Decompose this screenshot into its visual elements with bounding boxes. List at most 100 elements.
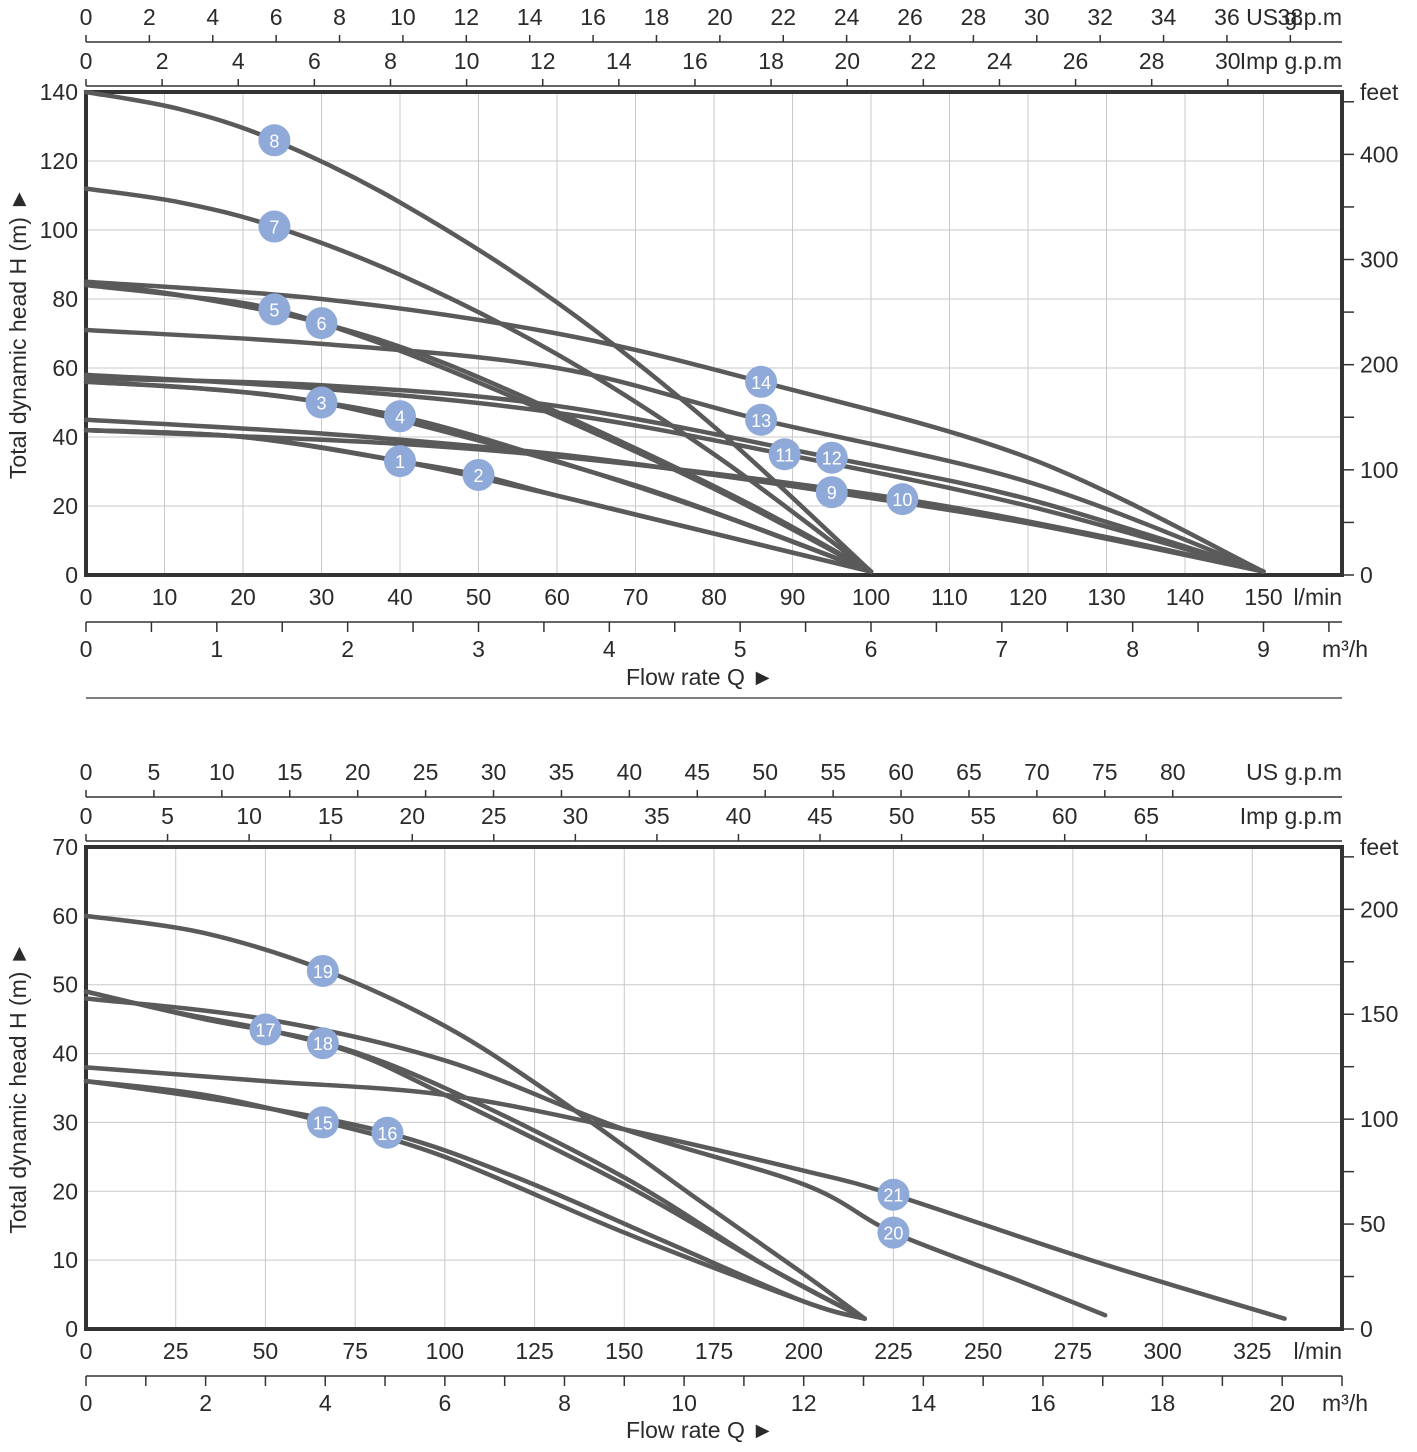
m3h-tick-label: 7 <box>995 636 1008 662</box>
imp-gpm-tick-label: 15 <box>318 803 344 829</box>
us-gpm-tick-label: 38 <box>1278 4 1304 30</box>
m3h-tick-label: 14 <box>911 1390 937 1416</box>
lmin-tick-label: 60 <box>544 584 570 610</box>
lmin-tick-label: 120 <box>1009 584 1047 610</box>
feet-tick-label: 50 <box>1360 1211 1386 1237</box>
m3h-tick-label: 4 <box>319 1390 332 1416</box>
us-gpm-tick-label: 10 <box>390 4 416 30</box>
lmin-tick-label: 140 <box>1166 584 1204 610</box>
curve-13 <box>83 327 1266 574</box>
curve-marker-9 <box>815 476 848 509</box>
m3h-tick-label: 8 <box>1126 636 1139 662</box>
us-gpm-tick-label: 70 <box>1024 759 1050 785</box>
us-gpm-tick-label: 36 <box>1214 4 1240 30</box>
m3h-tick-label: 0 <box>80 636 93 662</box>
imp-gpm-tick-label: 28 <box>1139 48 1165 74</box>
curve-marker-20 <box>877 1216 910 1249</box>
lmin-tick-label: 100 <box>852 584 890 610</box>
imp-gpm-tick-label: 6 <box>308 48 321 74</box>
y-tick-label: 50 <box>52 972 78 998</box>
us-gpm-tick-label: 34 <box>1151 4 1177 30</box>
lmin-tick-label: 125 <box>515 1338 553 1364</box>
curve-19 <box>83 913 867 1321</box>
curve-4 <box>83 379 874 574</box>
m3h-tick-label: 4 <box>603 636 616 662</box>
curve-marker-label-1: 1 <box>395 452 405 472</box>
y-tick-label: 60 <box>52 903 78 929</box>
curve-marker-label-12: 12 <box>822 449 842 469</box>
y-axis-label: Total dynamic head H (m) ► <box>5 188 31 479</box>
us-gpm-tick-label: 65 <box>956 759 982 785</box>
curve-marker-12 <box>815 441 848 474</box>
imp-gpm-tick-label: 45 <box>807 803 833 829</box>
imp-gpm-tick-label: 16 <box>682 48 708 74</box>
imp-gpm-tick-label: 18 <box>758 48 784 74</box>
lmin-tick-label: 250 <box>964 1338 1002 1364</box>
curve-marker-label-15: 15 <box>313 1113 333 1133</box>
curve-20 <box>83 996 1108 1318</box>
feet-tick-label: 0 <box>1360 562 1373 588</box>
lmin-tick-label: 10 <box>152 584 178 610</box>
lmin-tick-label: 0 <box>80 584 93 610</box>
imp-gpm-tick-label: 5 <box>161 803 174 829</box>
m3h-tick-label: 6 <box>865 636 878 662</box>
us-gpm-tick-label: 35 <box>549 759 575 785</box>
us-gpm-tick-label: 30 <box>1024 4 1050 30</box>
lmin-tick-label: 90 <box>780 584 806 610</box>
imp-gpm-unit-label: Imp g.p.m <box>1240 48 1342 74</box>
m3h-unit-label: m³/h <box>1322 636 1368 662</box>
curve-11 <box>83 372 1266 574</box>
imp-gpm-tick-label: 30 <box>1215 48 1241 74</box>
us-gpm-tick-label: 0 <box>80 4 93 30</box>
us-gpm-tick-label: 75 <box>1092 759 1118 785</box>
us-gpm-tick-label: 8 <box>333 4 346 30</box>
lmin-tick-label: 70 <box>623 584 649 610</box>
lmin-tick-label: 175 <box>695 1338 733 1364</box>
imp-gpm-tick-label: 2 <box>156 48 169 74</box>
us-gpm-tick-label: 16 <box>580 4 606 30</box>
curve-marker-6 <box>305 307 338 340</box>
feet-tick-label: 300 <box>1360 247 1398 273</box>
m3h-tick-label: 5 <box>734 636 747 662</box>
imp-gpm-tick-label: 55 <box>970 803 996 829</box>
lmin-tick-label: 40 <box>387 584 413 610</box>
curve-14 <box>83 279 1266 574</box>
curve-marker-label-13: 13 <box>751 411 771 431</box>
lmin-tick-label: 225 <box>874 1338 912 1364</box>
curve-marker-label-18: 18 <box>313 1034 333 1054</box>
lmin-tick-label: 300 <box>1143 1338 1181 1364</box>
curve-marker-label-20: 20 <box>883 1224 903 1244</box>
imp-gpm-tick-label: 8 <box>384 48 397 74</box>
lmin-tick-label: 130 <box>1087 584 1125 610</box>
curve-marker-label-10: 10 <box>892 490 912 510</box>
lmin-tick-label: 325 <box>1233 1338 1271 1364</box>
us-gpm-tick-label: 40 <box>617 759 643 785</box>
y-tick-label: 100 <box>40 217 78 243</box>
curve-marker-5 <box>258 293 291 326</box>
us-gpm-tick-label: 15 <box>277 759 303 785</box>
curve-18 <box>83 989 867 1321</box>
us-gpm-tick-label: 45 <box>684 759 710 785</box>
curve-marker-label-17: 17 <box>255 1020 275 1040</box>
y-tick-label: 20 <box>52 493 78 519</box>
y-tick-label: 10 <box>52 1247 78 1273</box>
y-tick-label: 20 <box>52 1178 78 1204</box>
curve-marker-label-5: 5 <box>269 300 279 320</box>
y-tick-label: 60 <box>52 355 78 381</box>
us-gpm-tick-label: 26 <box>897 4 923 30</box>
curve-marker-label-21: 21 <box>883 1186 903 1206</box>
us-gpm-tick-label: 18 <box>644 4 670 30</box>
y-tick-label: 120 <box>40 148 78 174</box>
m3h-tick-label: 9 <box>1257 636 1270 662</box>
lmin-tick-label: 100 <box>426 1338 464 1364</box>
lmin-tick-label: 50 <box>253 1338 279 1364</box>
imp-gpm-tick-label: 12 <box>530 48 556 74</box>
y-tick-label: 40 <box>52 1041 78 1067</box>
curve-marker-label-4: 4 <box>395 407 405 427</box>
imp-gpm-tick-label: 0 <box>80 803 93 829</box>
curve-marker-17 <box>249 1013 282 1046</box>
m3h-tick-label: 12 <box>791 1390 817 1416</box>
y-tick-label: 70 <box>52 834 78 860</box>
m3h-tick-label: 0 <box>80 1390 93 1416</box>
lmin-tick-label: 150 <box>1244 584 1282 610</box>
